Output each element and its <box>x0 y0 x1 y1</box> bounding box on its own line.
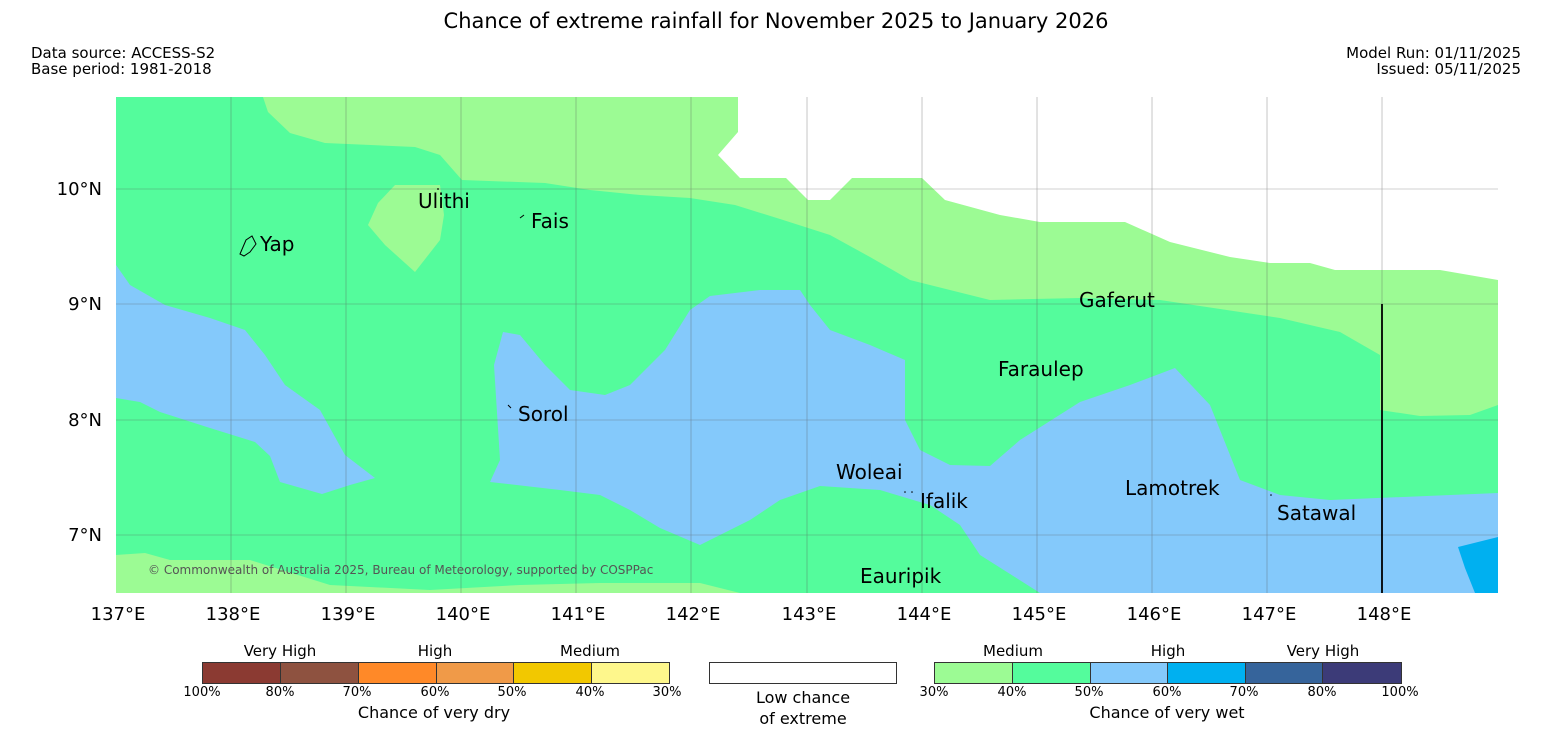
lat-label: 7°N <box>68 525 102 546</box>
ulithi-island-icon <box>437 188 439 190</box>
wet-category-label: High <box>1150 642 1186 660</box>
woleai-island-icon <box>904 491 906 493</box>
wet-swatch <box>935 663 1013 683</box>
place-label: Satawal <box>1277 501 1356 525</box>
fais-island-icon <box>519 214 525 219</box>
dry-tick: 50% <box>497 685 527 700</box>
place-label: Yap <box>259 232 294 256</box>
lat-label: 8°N <box>68 410 102 431</box>
low-swatch <box>710 663 896 683</box>
lon-label: 138°E <box>206 604 261 625</box>
dry-category-label: High <box>417 642 453 660</box>
dry-swatch <box>281 663 359 683</box>
dry-tick: 70% <box>342 685 372 700</box>
dry-swatch <box>437 663 514 683</box>
low-chance-swatch <box>709 662 897 684</box>
model-run-text: Model Run: 01/11/2025 <box>1346 44 1521 62</box>
dry-tick: 40% <box>575 685 605 700</box>
issued-text: Issued: 05/11/2025 <box>1376 60 1521 78</box>
dry-tick: 100% <box>183 685 221 700</box>
dry-tick: 30% <box>652 685 682 700</box>
lon-label: 139°E <box>321 604 376 625</box>
dry-swatch <box>592 663 669 683</box>
dry-swatch <box>514 663 592 683</box>
wet-swatch <box>1013 663 1091 683</box>
wet-30-40-south-region <box>116 553 740 593</box>
dry-legend-title: Chance of very dry <box>357 703 511 722</box>
satawal-island-icon <box>1270 494 1272 496</box>
dry-tick: 80% <box>265 685 295 700</box>
place-label: Gaferut <box>1079 288 1155 312</box>
lon-label: 148°E <box>1357 604 1412 625</box>
wet-tick: 70% <box>1229 685 1259 700</box>
lon-label: 144°E <box>897 604 952 625</box>
place-label: Eauripik <box>860 564 942 588</box>
graticule <box>116 97 1498 593</box>
dry-swatch <box>203 663 281 683</box>
copyright-text: © Commonwealth of Australia 2025, Bureau… <box>148 563 653 577</box>
wet-tick: 30% <box>919 685 949 700</box>
wet-swatch <box>1168 663 1246 683</box>
place-label: Faraulep <box>998 357 1084 381</box>
wet-swatch <box>1323 663 1401 683</box>
lon-label: 146°E <box>1127 604 1182 625</box>
low-chance-line1: Low chance <box>755 688 851 707</box>
wet-swatch <box>1246 663 1323 683</box>
rainfall-map: Ulithi Fais Yap Gaferut Faraulep Sorol W… <box>57 97 1498 625</box>
place-label: Ulithi <box>418 189 470 213</box>
wet-tick: 50% <box>1074 685 1104 700</box>
wet-60-70-region <box>1458 537 1498 593</box>
lon-label: 137°E <box>91 604 146 625</box>
yap-island-icon <box>239 235 257 257</box>
lon-label: 145°E <box>1012 604 1067 625</box>
run-info: Model Run: 01/11/2025 Issued: 05/11/2025 <box>1346 45 1521 77</box>
dry-category-label: Medium <box>560 642 620 660</box>
lat-label: 9°N <box>68 294 102 315</box>
place-label: Woleai <box>836 460 903 484</box>
lat-label: 10°N <box>57 179 102 200</box>
lon-label: 141°E <box>551 604 606 625</box>
place-label: Ifalik <box>920 489 968 513</box>
wet-category-label: Medium <box>983 642 1043 660</box>
lon-label: 140°E <box>436 604 491 625</box>
wet-legend-title: Chance of very wet <box>1089 703 1245 722</box>
map-title: Chance of extreme rainfall for November … <box>443 9 1109 33</box>
place-label: Fais <box>531 209 569 233</box>
dry-swatch <box>359 663 437 683</box>
lon-label: 147°E <box>1242 604 1297 625</box>
wet-tick: 100% <box>1381 685 1419 700</box>
dry-category-label: Very High <box>243 642 317 660</box>
wet-tick: 80% <box>1307 685 1337 700</box>
map-area <box>116 97 1498 593</box>
wet-50-60-central-region <box>490 290 1498 593</box>
wet-swatch <box>1091 663 1168 683</box>
dry-colorbar <box>202 662 670 684</box>
data-source-text: Data source: ACCESS-S2 <box>31 44 216 62</box>
low-chance-line2: of extreme <box>759 709 847 728</box>
wet-tick: 60% <box>1152 685 1182 700</box>
source-info: Data source: ACCESS-S2 Base period: 1981… <box>31 45 215 77</box>
dry-tick: 60% <box>420 685 450 700</box>
place-label: Sorol <box>518 402 569 426</box>
wet-tick: 40% <box>997 685 1027 700</box>
base-period-text: Base period: 1981-2018 <box>31 60 212 78</box>
wet-colorbar <box>934 662 1402 684</box>
lon-label: 142°E <box>666 604 721 625</box>
lon-label: 143°E <box>782 604 837 625</box>
place-label: Lamotrek <box>1125 476 1220 500</box>
ifalik-island-icon <box>911 491 913 493</box>
sorol-island-icon <box>507 404 512 409</box>
wet-50-60-region <box>116 265 375 494</box>
wet-30-40-ulithi-region <box>368 185 444 272</box>
wet-category-label: Very High <box>1286 642 1360 660</box>
